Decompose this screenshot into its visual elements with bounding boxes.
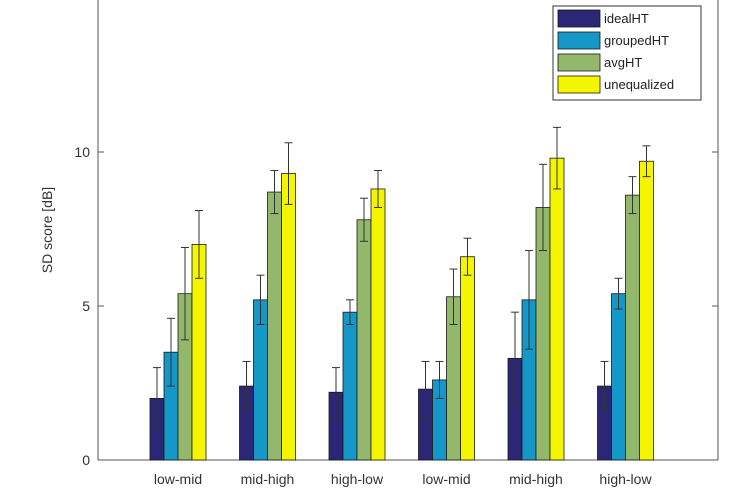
legend-swatch-avgHT (557, 53, 601, 72)
legend-swatch-unequalized (557, 75, 601, 94)
y-axis-label: SD score [dB] (39, 187, 55, 273)
bar-avgHT-2 (267, 191, 282, 461)
y-tick-label: 0 (82, 452, 90, 468)
legend: idealHT groupedHT avgHT unequalized (552, 5, 702, 101)
legend-label-groupedHT: groupedHT (604, 33, 669, 48)
legend-label-unequalized: unequalized (604, 77, 674, 92)
legend-swatch-idealHT (557, 9, 601, 28)
bar-unequalized-2 (281, 173, 296, 461)
x-tick-label: low-mid (422, 471, 470, 487)
bar-unequalized-6 (639, 160, 654, 461)
legend-label-avgHT: avgHT (604, 55, 642, 70)
y-tick-label: 5 (82, 298, 90, 314)
bar-unequalized-5 (549, 157, 565, 461)
bar-groupedHT-6 (611, 293, 626, 461)
bar-unequalized-4 (460, 256, 475, 461)
x-tick-label: mid-high (509, 471, 563, 487)
bars (149, 157, 654, 461)
bar-avgHT-3 (356, 219, 372, 461)
error-bars (153, 126, 651, 430)
bar-unequalized-3 (370, 188, 386, 461)
x-tick-label: high-low (331, 471, 384, 487)
x-tick-label: low-mid (154, 471, 202, 487)
y-tick-label: 10 (74, 144, 90, 160)
bar-groupedHT-3 (342, 311, 358, 461)
x-tick-label: mid-high (241, 471, 295, 487)
legend-swatch-groupedHT (557, 31, 601, 50)
x-tick-label: high-low (599, 471, 652, 487)
legend-label-idealHT: idealHT (604, 11, 649, 26)
tick-labels: 0 5 10 low-mid mid-high high-low low-mid mid-hi… (74, 144, 652, 487)
bar-avgHT-6 (625, 194, 640, 461)
